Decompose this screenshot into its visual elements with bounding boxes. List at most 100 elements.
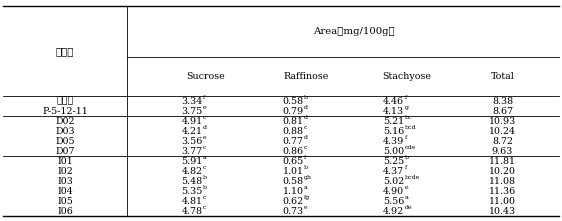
- Text: 4.39: 4.39: [383, 137, 404, 146]
- Text: 9.63: 9.63: [492, 147, 513, 156]
- Text: 3.77: 3.77: [182, 147, 202, 156]
- Text: 0.88: 0.88: [283, 127, 303, 136]
- Text: b: b: [304, 95, 308, 100]
- Text: D05: D05: [55, 137, 75, 146]
- Text: I02: I02: [57, 167, 73, 176]
- Text: 8.72: 8.72: [492, 137, 513, 146]
- Text: 10.20: 10.20: [489, 167, 516, 176]
- Text: c: c: [304, 145, 307, 150]
- Text: 4.92: 4.92: [383, 207, 404, 216]
- Text: de: de: [405, 205, 413, 210]
- Text: 5.25: 5.25: [383, 157, 404, 166]
- Text: c: c: [203, 195, 207, 200]
- Text: Stachyose: Stachyose: [383, 72, 432, 81]
- Text: 5.48: 5.48: [182, 177, 202, 186]
- Text: bcde: bcde: [405, 175, 420, 180]
- Text: 0.58: 0.58: [282, 97, 303, 106]
- Text: Sucrose: Sucrose: [186, 72, 225, 81]
- Text: I06: I06: [57, 207, 73, 216]
- Text: b: b: [304, 165, 308, 170]
- Text: f: f: [304, 155, 306, 160]
- Text: a: a: [203, 155, 207, 160]
- Text: 팥달콩: 팥달콩: [57, 97, 74, 106]
- Text: 11.00: 11.00: [489, 197, 516, 206]
- Text: d: d: [304, 115, 308, 120]
- Text: d: d: [304, 135, 308, 140]
- Text: e: e: [203, 135, 207, 140]
- Text: e: e: [304, 205, 307, 210]
- Text: 0.62: 0.62: [282, 197, 303, 206]
- Text: 11.08: 11.08: [489, 177, 516, 186]
- Text: 4.21: 4.21: [182, 127, 202, 136]
- Text: 4.13: 4.13: [383, 107, 404, 116]
- Text: 5.02: 5.02: [383, 177, 404, 186]
- Text: f: f: [405, 135, 407, 140]
- Text: 10.24: 10.24: [489, 127, 516, 136]
- Text: 4.91: 4.91: [182, 117, 202, 126]
- Text: 0.58: 0.58: [282, 177, 303, 186]
- Text: D03: D03: [55, 127, 75, 136]
- Text: 0.86: 0.86: [282, 147, 303, 156]
- Text: 5.91: 5.91: [182, 157, 202, 166]
- Text: I04: I04: [57, 187, 73, 196]
- Text: 10.93: 10.93: [489, 117, 516, 126]
- Text: 계통명: 계통명: [56, 47, 74, 56]
- Text: 5.21: 5.21: [383, 117, 404, 126]
- Text: D07: D07: [56, 147, 75, 156]
- Text: e: e: [405, 185, 409, 190]
- Text: gh: gh: [304, 175, 312, 180]
- Text: cde: cde: [405, 145, 416, 150]
- Text: e: e: [203, 105, 207, 110]
- Text: f: f: [405, 165, 407, 170]
- Text: Area（mg/100g）: Area（mg/100g）: [313, 27, 395, 36]
- Text: 5.56: 5.56: [383, 197, 404, 206]
- Text: a: a: [304, 185, 308, 190]
- Text: a: a: [405, 195, 409, 200]
- Text: b: b: [203, 185, 207, 190]
- Text: P-5-12-11: P-5-12-11: [42, 107, 88, 116]
- Text: 0.77: 0.77: [283, 137, 303, 146]
- Text: bcd: bcd: [405, 125, 416, 130]
- Text: 5.16: 5.16: [383, 127, 404, 136]
- Text: f: f: [203, 95, 205, 100]
- Text: 5.35: 5.35: [181, 187, 202, 196]
- Text: I05: I05: [57, 197, 73, 206]
- Text: 3.34: 3.34: [182, 97, 202, 106]
- Text: 0.81: 0.81: [283, 117, 303, 126]
- Text: 4.78: 4.78: [182, 207, 202, 216]
- Text: c: c: [203, 115, 207, 120]
- Text: c: c: [203, 165, 207, 170]
- Text: I01: I01: [57, 157, 73, 166]
- Text: 0.79: 0.79: [282, 107, 303, 116]
- Text: 1.01: 1.01: [283, 167, 303, 176]
- Text: b: b: [405, 155, 409, 160]
- Text: d: d: [304, 105, 308, 110]
- Text: 3.75: 3.75: [182, 107, 202, 116]
- Text: I03: I03: [57, 177, 73, 186]
- Text: g: g: [405, 105, 409, 110]
- Text: D02: D02: [56, 117, 75, 126]
- Text: 3.56: 3.56: [181, 137, 202, 146]
- Text: f: f: [405, 95, 407, 100]
- Text: Raffinose: Raffinose: [284, 72, 329, 81]
- Text: bc: bc: [405, 115, 413, 120]
- Text: 4.81: 4.81: [182, 197, 202, 206]
- Text: c: c: [304, 125, 307, 130]
- Text: b: b: [203, 175, 207, 180]
- Text: 0.73: 0.73: [282, 207, 303, 216]
- Text: 4.46: 4.46: [383, 97, 404, 106]
- Text: 5.00: 5.00: [383, 147, 404, 156]
- Text: 4.37: 4.37: [383, 167, 404, 176]
- Text: 11.81: 11.81: [489, 157, 516, 166]
- Text: 0.65: 0.65: [282, 157, 303, 166]
- Text: d: d: [203, 125, 207, 130]
- Text: c: c: [203, 145, 207, 150]
- Text: fg: fg: [304, 195, 310, 200]
- Text: Total: Total: [491, 72, 514, 81]
- Text: 4.82: 4.82: [182, 167, 202, 176]
- Text: 8.38: 8.38: [492, 97, 513, 106]
- Text: c: c: [203, 205, 207, 210]
- Text: 4.90: 4.90: [383, 187, 404, 196]
- Text: 1.10: 1.10: [283, 187, 303, 196]
- Text: 8.67: 8.67: [492, 107, 513, 116]
